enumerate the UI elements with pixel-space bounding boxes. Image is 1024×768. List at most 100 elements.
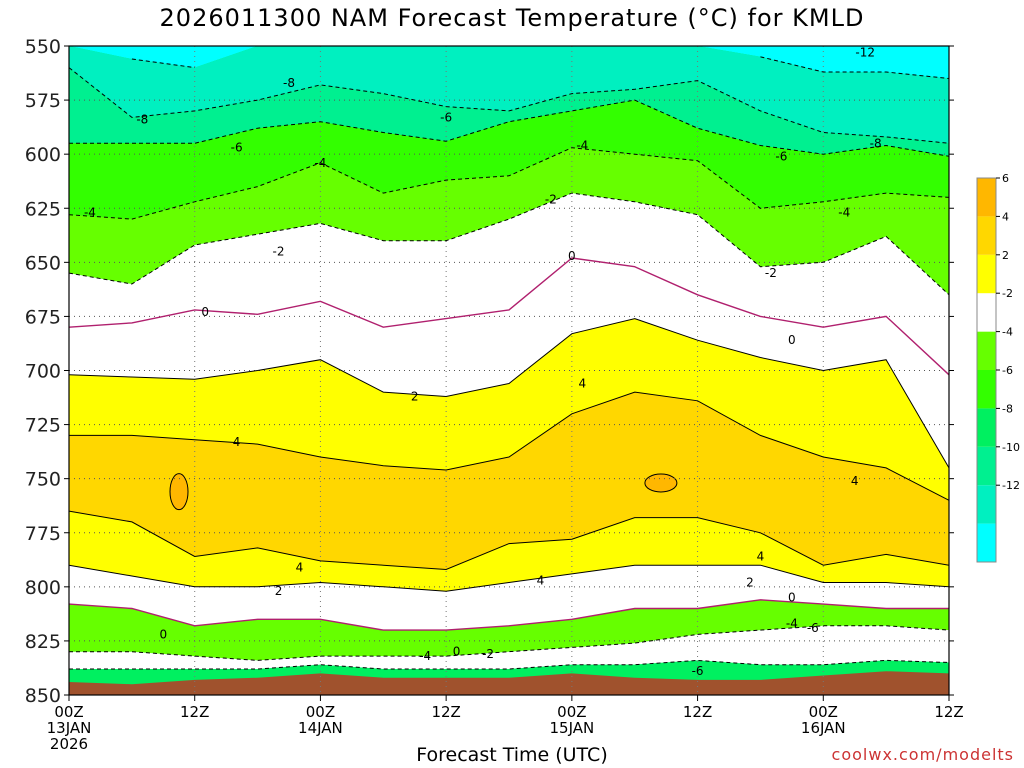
x-tick-label: 12Z <box>683 703 712 721</box>
y-tick-label: 725 <box>25 415 61 437</box>
y-tick-label: 550 <box>25 36 61 58</box>
colorbar-label: -4 <box>1002 326 1013 339</box>
contour-label: -4 <box>576 139 588 153</box>
colorbar-swatch <box>977 178 996 217</box>
y-tick-label: 775 <box>25 523 61 545</box>
y-tick-label: 800 <box>25 577 61 599</box>
colorbar-swatch <box>977 331 996 370</box>
y-tick-label: 625 <box>25 198 61 220</box>
fill-minus4-to-minus6-lower <box>69 625 949 669</box>
y-tick-label: 700 <box>25 361 61 383</box>
axes: 5505756006256506757007257507758008258500… <box>25 36 964 753</box>
contour-label: -2 <box>545 193 557 207</box>
x-tick-year: 2026 <box>50 735 88 753</box>
y-tick-label: 750 <box>25 469 61 491</box>
colorbar-swatch <box>977 485 996 524</box>
y-tick-label: 825 <box>25 631 61 653</box>
contour-label: -8 <box>136 113 148 127</box>
colorbar-label: -2 <box>1002 287 1013 300</box>
contour-label: -8 <box>283 76 295 90</box>
contour-label: 2 <box>275 584 283 598</box>
x-tick-label: 12Z <box>431 703 460 721</box>
contour-labels: -12-8-8 -6-8-6-4-4-6-4-2-4-2-200024444442… <box>84 45 882 678</box>
fill-0-to-2 <box>69 258 949 468</box>
contour-label: -6 <box>440 110 452 124</box>
contour-label: 4 <box>757 550 765 564</box>
colorbar-label: 6 <box>1002 172 1009 185</box>
contour-line <box>68 318 950 469</box>
fill-0-to-2-lower <box>69 565 949 631</box>
y-tick-label: 675 <box>25 306 61 328</box>
x-tick-label: 00Z <box>306 703 335 721</box>
colorbar-swatch <box>977 523 996 562</box>
fill-2-to-4-lower <box>69 511 949 592</box>
contour-label: -4 <box>314 156 326 170</box>
colorbar-swatch <box>977 408 996 447</box>
x-tick-label: 12Z <box>180 703 209 721</box>
colorbar-swatch <box>977 254 996 294</box>
contour-label: -2 <box>765 266 777 280</box>
contour-label: 4 <box>851 474 859 488</box>
ground-fill <box>69 671 949 695</box>
y-tick-label: 650 <box>25 252 61 274</box>
colorbar-label: -8 <box>1002 402 1013 415</box>
contour-label: 2 <box>411 389 419 403</box>
colorbar-label: 2 <box>1002 249 1009 262</box>
x-tick-label: 12Z <box>934 703 963 721</box>
contour-line <box>69 625 950 661</box>
contour-line <box>68 599 949 631</box>
fill-minus6-to-minus4 <box>69 100 949 220</box>
x-tick-date: 13JAN <box>47 719 92 737</box>
fill-minus2-to-0 <box>69 193 949 375</box>
contour-label: -8 <box>870 136 882 150</box>
warm-pocket-2 <box>644 473 678 493</box>
colorbar-swatch <box>977 370 996 409</box>
contour-line <box>131 56 950 79</box>
x-tick-date: 16JAN <box>801 719 846 737</box>
contour-line <box>68 564 950 592</box>
fill-2-to-4-upper <box>69 318 949 501</box>
x-tick-label: 00Z <box>54 703 83 721</box>
contour-label: 4 <box>233 435 241 449</box>
contour-label: -4 <box>838 206 850 220</box>
colorbar-swatch <box>977 446 996 486</box>
x-axis-label: Forecast Time (UTC) <box>416 744 608 766</box>
contour-line <box>69 99 950 157</box>
fill-minus12-to-minus8 <box>69 46 949 144</box>
contour-label: 0 <box>788 333 796 347</box>
x-tick-label: 00Z <box>809 703 838 721</box>
fill-minus4-to-minus2 <box>69 147 949 295</box>
contour-label: 0 <box>201 305 209 319</box>
colorbar-swatch <box>977 216 996 255</box>
contour-line <box>68 257 950 376</box>
contour-label: -6 <box>807 621 819 635</box>
contour-line <box>68 147 950 220</box>
chart-title: 2026011300 NAM Forecast Temperature (°C)… <box>159 4 865 32</box>
colorbar-label: 4 <box>1002 210 1009 223</box>
contour-label: -4 <box>786 617 798 631</box>
contour-label: -6 <box>775 149 787 163</box>
contour-line <box>68 67 950 144</box>
fill-minus8-to-minus6 <box>69 67 949 157</box>
contour-line <box>68 192 950 296</box>
colorbar: -12 -10 -8 -6 -4 -2 2 4 6 <box>976 172 1020 563</box>
y-tick-label: 600 <box>25 144 61 166</box>
contour-label: -6 <box>692 664 704 678</box>
contour-label: -2 <box>482 647 494 661</box>
contour-label: -12 <box>855 45 875 59</box>
credit-link[interactable]: coolwx.com/modelts <box>831 745 1014 764</box>
contour-line <box>69 391 950 501</box>
contour-line <box>68 510 950 571</box>
x-tick-date: 15JAN <box>549 719 594 737</box>
colorbar-label: -6 <box>1002 364 1013 377</box>
contour-label: 4 <box>579 376 587 390</box>
contour-label: 0 <box>453 645 461 659</box>
contour-label: 0 <box>788 591 796 605</box>
contour-label: -4 <box>419 649 431 663</box>
colorbar-label: -12 <box>1002 479 1020 492</box>
contour-label: 0 <box>159 627 167 641</box>
colorbar-label: -10 <box>1002 441 1020 454</box>
ground-layer <box>69 671 949 695</box>
y-tick-label: 575 <box>25 90 61 112</box>
